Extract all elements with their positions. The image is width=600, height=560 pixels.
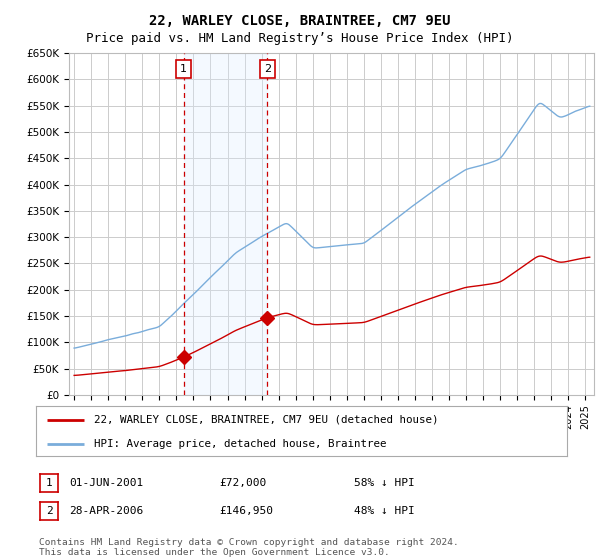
Text: 1: 1 [46, 478, 53, 488]
Text: 28-APR-2006: 28-APR-2006 [69, 506, 143, 516]
Text: HPI: Average price, detached house, Braintree: HPI: Average price, detached house, Brai… [94, 439, 387, 449]
Text: 1: 1 [180, 64, 187, 74]
Text: Price paid vs. HM Land Registry’s House Price Index (HPI): Price paid vs. HM Land Registry’s House … [86, 32, 514, 45]
Text: 22, WARLEY CLOSE, BRAINTREE, CM7 9EU (detached house): 22, WARLEY CLOSE, BRAINTREE, CM7 9EU (de… [94, 414, 439, 424]
Text: £146,950: £146,950 [219, 506, 273, 516]
Text: 2: 2 [46, 506, 53, 516]
Bar [184, 53, 267, 395]
Text: 01-JUN-2001: 01-JUN-2001 [69, 478, 143, 488]
Text: 2: 2 [263, 64, 271, 74]
Text: £72,000: £72,000 [219, 478, 266, 488]
Text: 22, WARLEY CLOSE, BRAINTREE, CM7 9EU: 22, WARLEY CLOSE, BRAINTREE, CM7 9EU [149, 14, 451, 28]
Text: Contains HM Land Registry data © Crown copyright and database right 2024.
This d: Contains HM Land Registry data © Crown c… [39, 538, 459, 557]
Text: 48% ↓ HPI: 48% ↓ HPI [354, 506, 415, 516]
Text: 58% ↓ HPI: 58% ↓ HPI [354, 478, 415, 488]
